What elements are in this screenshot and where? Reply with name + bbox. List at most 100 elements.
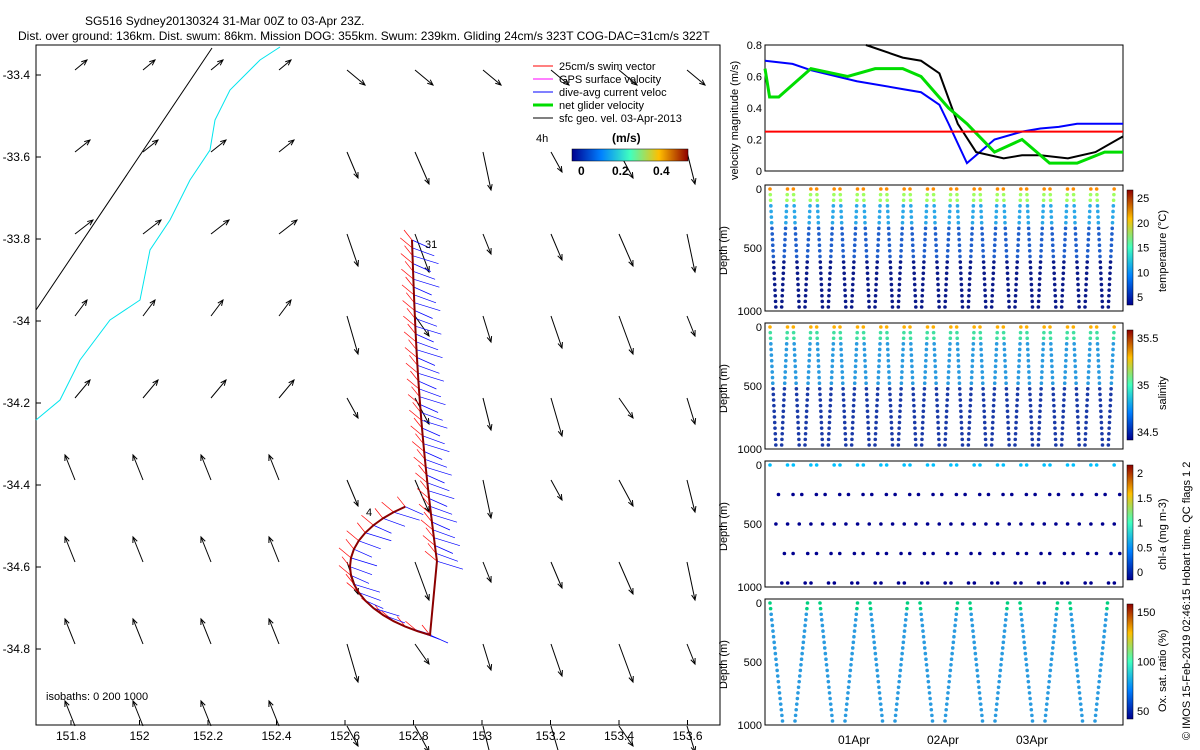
profile-point: [1110, 215, 1115, 219]
velocity-arrow: [482, 479, 492, 519]
profile-point: [969, 375, 974, 380]
profile-point: [781, 415, 785, 419]
profile-point: [1039, 375, 1044, 380]
profile-point: [832, 330, 836, 335]
profile-point: [843, 437, 848, 442]
velocity-arrowhead: [631, 79, 638, 86]
profile-point: [1016, 375, 1021, 380]
map-y-tick-label: -34: [13, 314, 31, 328]
map-x-tick-label: 151.8: [56, 729, 86, 743]
profile-point: [1099, 415, 1103, 419]
profile-point: [1024, 325, 1029, 329]
profile-point: [769, 215, 774, 219]
profile-point: [1041, 209, 1045, 214]
profile-point: [863, 220, 867, 225]
profile-point: [1110, 232, 1114, 236]
profile-point: [1050, 364, 1054, 369]
profile-point: [911, 392, 916, 397]
profile-point: [967, 282, 972, 287]
profile-point: [793, 220, 797, 225]
profile-point: [1063, 232, 1068, 236]
profile-point: [771, 249, 775, 253]
profile-point: [1095, 347, 1100, 352]
profile-point: [808, 342, 812, 346]
profile-point: [774, 305, 778, 309]
profile-point: [1001, 192, 1006, 197]
profile-point: [1042, 522, 1047, 526]
profile-point: [855, 192, 860, 197]
profile-point: [795, 260, 799, 264]
profile-point: [1005, 277, 1010, 281]
profile-point: [1086, 232, 1091, 236]
profile-point: [1030, 713, 1034, 718]
profile-point: [928, 696, 932, 701]
profile-point: [1002, 634, 1006, 639]
profile-point: [779, 707, 784, 712]
profile-point: [1004, 254, 1009, 259]
profile-point: [853, 364, 858, 369]
profile-point: [967, 415, 972, 419]
profile-point: [968, 606, 973, 611]
profile-point: [870, 623, 875, 628]
profile-point: [1002, 629, 1007, 633]
profile-point: [1106, 443, 1111, 447]
profile-point: [1030, 299, 1035, 304]
profile-point: [913, 288, 917, 292]
profile-point: [803, 437, 808, 442]
profile-point: [969, 387, 973, 391]
profile-point: [896, 437, 901, 442]
depth-tick-label: 500: [744, 519, 762, 531]
swim-vector: [338, 547, 352, 559]
profile-point: [819, 612, 823, 617]
profile-point: [992, 387, 997, 391]
profile-point: [792, 209, 797, 214]
velocity-arrowhead: [64, 699, 70, 708]
profile-point: [769, 618, 774, 622]
swim-vector: [403, 229, 413, 241]
profile-point: [832, 522, 837, 526]
profile-point: [851, 415, 855, 419]
profile-point: [1085, 260, 1090, 264]
profile-point: [1052, 420, 1057, 425]
profile-point: [1074, 387, 1079, 391]
velocity-arrow: [550, 561, 563, 589]
dive-avg-current-vector: [424, 459, 448, 468]
profile-point: [995, 581, 1000, 585]
profile-point: [900, 232, 904, 236]
profile-point: [1084, 277, 1089, 281]
profile-point: [924, 657, 928, 661]
profile-point: [1052, 415, 1057, 419]
profile-point: [978, 696, 982, 701]
profile-point: [1077, 437, 1081, 442]
velocity-arrow: [618, 725, 634, 747]
profile-point: [1097, 243, 1102, 247]
profile-point: [838, 463, 842, 467]
profile-point: [770, 375, 775, 380]
velocity-arrow: [346, 643, 359, 683]
profile-point: [1053, 618, 1058, 622]
profile-point: [838, 192, 843, 197]
profile-point: [874, 663, 879, 667]
profile-point: [768, 198, 773, 203]
profile-point: [998, 668, 1003, 673]
profile-point: [877, 209, 882, 214]
profile-point: [1041, 342, 1046, 346]
profile-point: [817, 237, 821, 242]
colorbar-tick-label: 20: [1137, 218, 1149, 230]
profile-point: [863, 364, 868, 369]
profile-point: [869, 492, 874, 497]
dive-avg-current-vector: [418, 380, 437, 390]
profile-point: [1036, 443, 1041, 447]
profile-point: [920, 623, 925, 628]
profile-point: [854, 612, 859, 617]
profile-point: [933, 232, 938, 236]
profile-point: [1097, 249, 1102, 253]
profile-point: [1046, 691, 1050, 695]
profile-point: [993, 364, 998, 369]
profile-point: [977, 492, 982, 497]
profile-point: [955, 198, 960, 203]
swim-vector: [338, 565, 352, 576]
profile-point: [1084, 415, 1089, 419]
profile-point: [816, 215, 820, 219]
dive-avg-current-vector: [350, 575, 370, 584]
